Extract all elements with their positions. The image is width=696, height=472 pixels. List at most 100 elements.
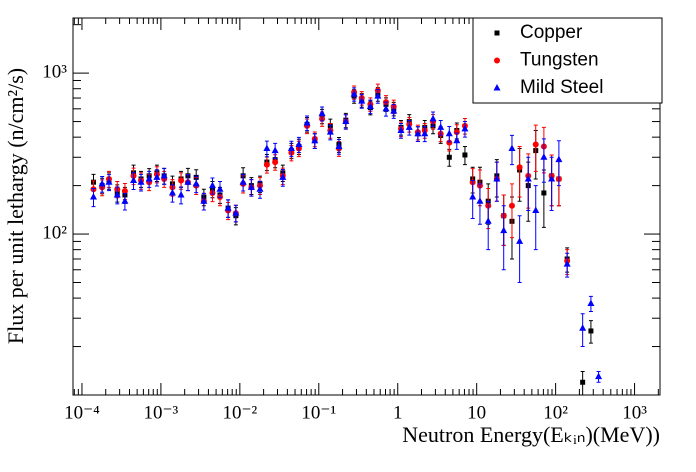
point: [200, 197, 208, 204]
point: [239, 178, 247, 185]
point: [263, 144, 271, 152]
point: [541, 190, 547, 196]
point: [358, 97, 366, 104]
point: [272, 159, 279, 166]
point: [462, 152, 468, 158]
point: [303, 118, 311, 126]
point: [508, 144, 516, 152]
x-axis-title: Neutron Energy(Eₖᵢₙ)(MeV)): [402, 422, 660, 447]
error-bar: [556, 140, 561, 187]
point: [153, 173, 161, 180]
series: [89, 87, 603, 383]
point: [508, 202, 515, 209]
point: [548, 174, 556, 182]
point: [461, 124, 469, 132]
point: [184, 178, 192, 185]
point: [318, 109, 326, 117]
error-bar: [509, 183, 514, 239]
error-bar: [541, 138, 546, 183]
point: [484, 217, 492, 224]
x-tick-label: 1: [393, 402, 403, 423]
error-bar: [470, 180, 475, 219]
point: [342, 117, 350, 125]
point: [390, 107, 398, 114]
point: [326, 128, 334, 135]
error-bar: [517, 145, 522, 198]
legend-label: Copper: [520, 22, 583, 43]
x-tick-label: 10: [467, 402, 486, 423]
point: [532, 141, 539, 148]
error-bar: [486, 200, 491, 251]
legend-marker: [494, 57, 500, 64]
point: [595, 372, 603, 380]
point: [311, 136, 319, 144]
point: [555, 155, 563, 163]
legend-label: Tungsten: [520, 50, 599, 71]
point: [405, 123, 413, 130]
error-bar: [517, 215, 522, 284]
point: [287, 144, 295, 152]
point: [421, 129, 429, 137]
x-tick-label: 10⁻²: [222, 402, 257, 423]
point: [121, 197, 129, 204]
x-tick-label: 10⁻⁴: [64, 402, 100, 423]
point: [382, 104, 390, 112]
point: [98, 179, 106, 187]
error-bar: [533, 185, 538, 251]
legend-marker: [493, 84, 501, 91]
point: [563, 260, 571, 267]
point: [587, 299, 595, 307]
point: [524, 174, 532, 182]
point: [130, 176, 138, 184]
point: [224, 204, 232, 211]
error-bar: [549, 156, 554, 212]
point: [453, 136, 461, 144]
point: [168, 188, 176, 196]
point: [350, 90, 358, 97]
point: [137, 178, 145, 185]
point: [469, 192, 477, 200]
point: [588, 328, 594, 334]
point: [263, 161, 270, 168]
point: [178, 177, 185, 184]
point: [279, 173, 287, 180]
point: [579, 324, 587, 331]
point: [446, 154, 452, 160]
point: [397, 126, 405, 133]
point: [295, 140, 303, 148]
point: [453, 129, 460, 136]
point: [493, 174, 501, 182]
point: [414, 129, 422, 137]
point: [500, 226, 508, 234]
point: [192, 179, 200, 187]
y-axis-title: Flux per unit lethargy (n/cm²/s): [3, 68, 28, 344]
point: [366, 102, 374, 110]
point: [256, 185, 264, 192]
legend: Copper Tungsten Mild Steel: [472, 17, 663, 104]
error-bar: [494, 161, 499, 202]
point: [160, 171, 168, 179]
point: [429, 114, 437, 122]
x-tick-label: 10⁻³: [144, 402, 179, 423]
point: [121, 188, 128, 195]
legend-label: Mild Steel: [520, 77, 603, 98]
y-tick-label: 10²: [42, 222, 67, 243]
x-tick-label: 10⁻¹: [301, 402, 336, 423]
point: [532, 206, 540, 214]
y-tick-label: 10³: [42, 61, 67, 82]
error-bar: [526, 156, 531, 212]
legend-box: [472, 17, 663, 104]
point: [145, 174, 153, 182]
point: [445, 129, 453, 137]
x-tick-label: 10²: [543, 402, 568, 423]
point: [516, 237, 524, 244]
point: [232, 209, 240, 216]
point: [177, 190, 185, 198]
point: [105, 178, 113, 185]
legend-marker: [494, 30, 500, 36]
point: [89, 192, 97, 200]
point: [247, 183, 255, 190]
point: [374, 92, 382, 99]
point: [208, 181, 216, 189]
